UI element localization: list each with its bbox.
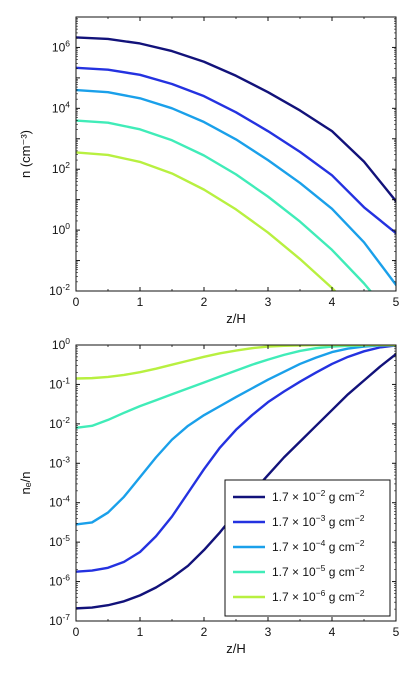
x-tick-label: 4 xyxy=(329,625,336,639)
x-tick-label: 3 xyxy=(265,295,272,309)
x-tick-label: 0 xyxy=(73,295,80,309)
series-line-5 xyxy=(76,151,337,291)
x-tick-label: 0 xyxy=(73,625,80,639)
x-tick-label: 5 xyxy=(393,625,400,639)
x-tick-label: 4 xyxy=(329,295,336,309)
y-axis-label: nₑ/n xyxy=(18,472,33,495)
x-axis-label: z/H xyxy=(226,311,246,326)
series-line-3 xyxy=(76,345,396,526)
series-line-1 xyxy=(76,36,396,203)
series-line-2 xyxy=(76,345,396,573)
y-tick-label: 10-2 xyxy=(49,282,70,298)
y-tick-label: 10-5 xyxy=(49,533,70,549)
axes-frame xyxy=(75,16,397,292)
y-tick-label: 10-7 xyxy=(49,612,70,628)
legend-entry-label: 1.7 × 10−4 g cm−2 xyxy=(272,538,365,554)
y-tick-label: 10-4 xyxy=(49,494,70,510)
y-tick-label: 10-1 xyxy=(49,375,70,391)
legend-entry-label: 1.7 × 10−6 g cm−2 xyxy=(272,588,365,604)
legend: 1.7 × 10−2 g cm−2 1.7 × 10−3 g cm−2 1.7 × … xyxy=(224,479,391,617)
y-tick-label: 10-2 xyxy=(49,415,70,431)
y-axis-label: n (cm⁻³) xyxy=(18,130,33,178)
legend-entry-label: 1.7 × 10−3 g cm−2 xyxy=(272,513,365,529)
x-tick-label: 2 xyxy=(201,295,208,309)
x-tick-label: 1 xyxy=(137,295,144,309)
plot-panel-2: 0 1 2 3 4 5 10-7 10-6 10-5 10-4 10-3 10-2 10-1 100 z/H… xyxy=(18,336,400,656)
plot-panel-1: 0 1 2 3 4 5 10-2 100 102 104 106 z/H n (cm⁻³) xyxy=(18,16,400,326)
y-tick-label: 100 xyxy=(52,336,70,352)
y-tick-label: 10-6 xyxy=(49,573,70,589)
x-axis-label: z/H xyxy=(226,641,246,656)
series-line-2 xyxy=(76,66,396,235)
y-tick-label: 10-3 xyxy=(49,454,70,470)
y-tick-label: 106 xyxy=(52,38,70,54)
y-tick-label: 104 xyxy=(52,99,70,115)
y-tick-label: 100 xyxy=(52,221,70,237)
x-tick-label: 5 xyxy=(393,295,400,309)
series-line-5 xyxy=(76,345,396,380)
x-tick-label: 3 xyxy=(265,625,272,639)
series-line-3 xyxy=(76,88,396,287)
legend-entry-label: 1.7 × 10−5 g cm−2 xyxy=(272,563,365,579)
x-tick-label: 1 xyxy=(137,625,144,639)
y-tick-label: 102 xyxy=(52,160,70,176)
x-tick-label: 2 xyxy=(201,625,208,639)
legend-entry-label: 1.7 × 10−2 g cm−2 xyxy=(272,488,365,504)
series-line-4 xyxy=(76,119,372,291)
